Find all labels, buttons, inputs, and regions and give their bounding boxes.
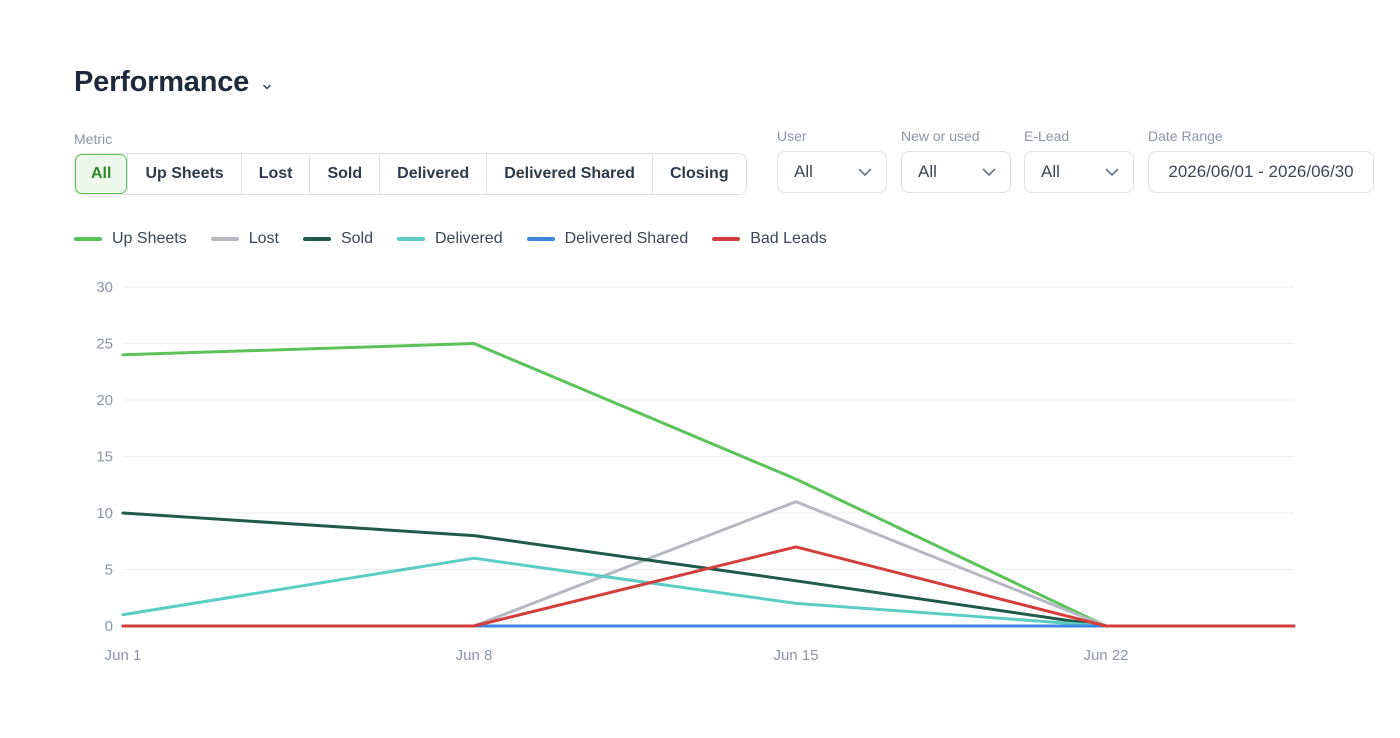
legend-item-delivered[interactable]: Delivered (397, 230, 503, 248)
page-title: Performance (74, 66, 250, 98)
chevron-down-icon (1105, 168, 1119, 176)
metric-option-lost[interactable]: Lost (240, 154, 310, 194)
legend-item-delivered-shared[interactable]: Delivered Shared (526, 230, 689, 248)
x-tick-label: Jun 15 (773, 647, 818, 664)
y-tick-label: 10 (96, 505, 113, 522)
legend-label: Bad Leads (750, 230, 827, 247)
y-tick-label: 20 (96, 392, 113, 409)
legend-label: Delivered (435, 230, 503, 247)
elead-select[interactable]: All (1024, 151, 1134, 193)
chevron-down-icon (982, 168, 996, 176)
x-tick-label: Jun 8 (456, 647, 493, 664)
metric-segmented-control: All Up Sheets Lost Sold Delivered Delive… (74, 153, 747, 195)
metric-option-up-sheets[interactable]: Up Sheets (127, 154, 240, 194)
legend-label: Lost (248, 230, 279, 247)
legend-swatch (210, 237, 239, 241)
y-tick-label: 25 (96, 336, 113, 353)
x-tick-label: Jun 1 (105, 647, 142, 664)
legend-label: Up Sheets (112, 230, 187, 247)
user-label: User (777, 128, 807, 144)
legend-item-lost[interactable]: Lost (210, 230, 279, 248)
date-range-label: Date Range (1148, 128, 1223, 144)
y-tick-label: 5 (105, 562, 113, 579)
y-tick-label: 0 (105, 618, 113, 635)
metric-option-delivered[interactable]: Delivered (379, 154, 486, 194)
legend-item-bad-leads[interactable]: Bad Leads (712, 230, 827, 248)
y-tick-label: 15 (96, 449, 113, 466)
metric-option-all[interactable]: All (75, 154, 128, 194)
y-tick-label: 30 (96, 279, 113, 296)
series-line-lost (121, 500, 1296, 628)
chart-legend: Up Sheets Lost Sold Delivered Delivered … (74, 230, 851, 248)
legend-swatch (397, 237, 425, 241)
legend-swatch (712, 237, 741, 241)
legend-swatch (526, 237, 555, 241)
new-or-used-label: New or used (901, 128, 980, 144)
date-range-value: 2026/06/01 - 2026/06/30 (1168, 162, 1354, 181)
chevron-down-icon (858, 168, 872, 176)
legend-item-up-sheets[interactable]: Up Sheets (74, 230, 187, 248)
new-or-used-select-value: All (918, 162, 937, 181)
user-select[interactable]: All (777, 151, 887, 193)
legend-label: Delivered Shared (564, 230, 689, 247)
elead-label: E-Lead (1024, 128, 1070, 144)
series-line-bad-leads (121, 545, 1296, 628)
metric-option-sold[interactable]: Sold (309, 154, 379, 194)
legend-label: Sold (340, 230, 373, 247)
user-select-value: All (794, 162, 813, 181)
legend-swatch (302, 237, 331, 241)
metric-label: Metric (74, 131, 113, 147)
metric-option-closing[interactable]: Closing (651, 154, 746, 194)
x-tick-label: Jun 22 (1083, 647, 1128, 664)
elead-select-value: All (1041, 162, 1060, 181)
legend-swatch (74, 237, 102, 241)
date-range-input[interactable]: 2026/06/01 - 2026/06/30 (1148, 151, 1374, 193)
new-or-used-select[interactable]: All (901, 151, 1011, 193)
legend-item-sold[interactable]: Sold (302, 230, 373, 248)
metric-option-delivered-shared[interactable]: Delivered Shared (486, 154, 652, 194)
chevron-down-icon[interactable] (261, 81, 273, 93)
page-header: Performance (74, 66, 273, 99)
series-line-up-sheets (121, 342, 1296, 628)
